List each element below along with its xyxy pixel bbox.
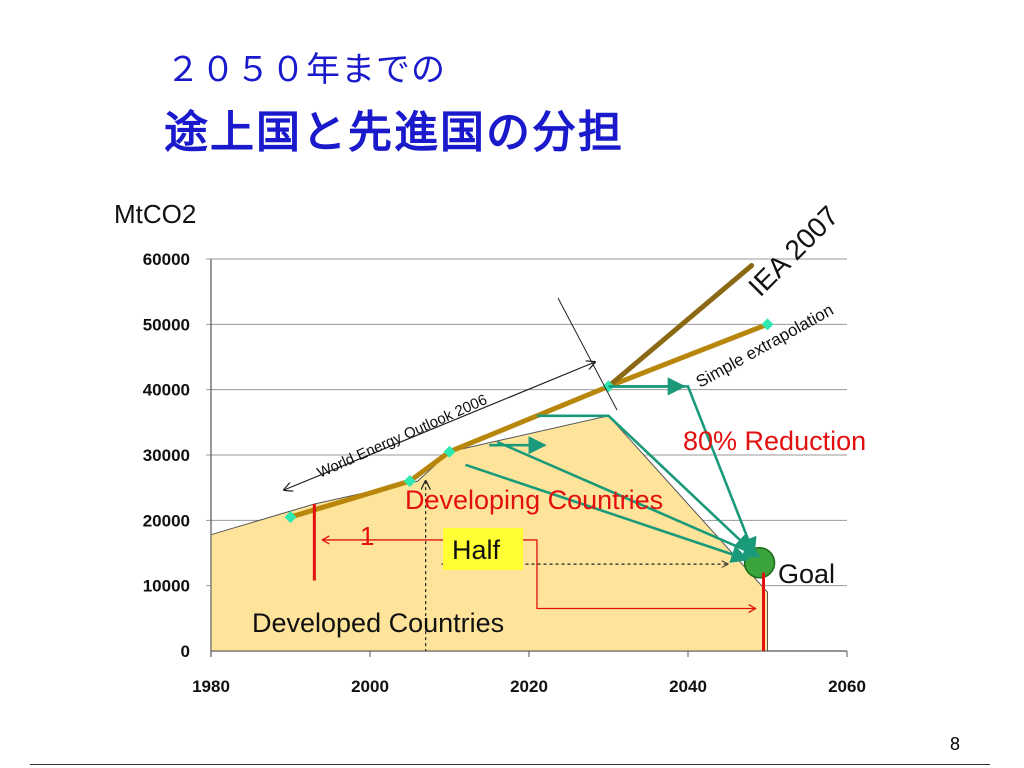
- x-tick-label: 2060: [828, 677, 866, 696]
- ratio-one-label: 1: [360, 521, 374, 551]
- data-marker: [284, 511, 297, 524]
- x-tick-label: 2040: [669, 677, 707, 696]
- y-tick-label: 40000: [143, 381, 190, 400]
- red-bracket-arrowhead: [320, 535, 330, 545]
- half-highlight: [443, 528, 523, 570]
- y-tick-label: 30000: [143, 446, 190, 465]
- footer-rule: [30, 764, 990, 765]
- y-tick-label: 50000: [143, 315, 190, 334]
- developing-countries-label: Developing Countries: [405, 485, 663, 515]
- goal-label: Goal: [778, 559, 835, 589]
- x-tick-label: 1980: [192, 677, 230, 696]
- weo-pointer-line: [557, 297, 618, 411]
- slide-title-line2: 途上国と先進国の分担: [164, 107, 624, 158]
- weo-span-arrow: [284, 362, 595, 490]
- y-tick-label: 0: [181, 642, 190, 661]
- x-tick-label: 2000: [351, 677, 389, 696]
- x-tick-label: 2020: [510, 677, 548, 696]
- y-tick-label: 20000: [143, 511, 190, 530]
- line-series-3: [606, 263, 755, 389]
- red-bracket-arrowhead: [748, 603, 757, 614]
- reduction-label: 80% Reduction: [683, 426, 866, 456]
- slide-title-line1: ２０５０年までの: [166, 50, 446, 90]
- page-number: 8: [950, 734, 961, 754]
- half-label: Half: [452, 535, 501, 565]
- y-tick-label: 60000: [143, 250, 190, 269]
- developed-countries-label: Developed Countries: [252, 608, 504, 638]
- data-marker: [761, 318, 774, 331]
- y-tick-label: 10000: [143, 577, 190, 596]
- y-axis-label: MtCO2: [114, 199, 196, 229]
- red-bracket: [322, 539, 756, 610]
- iea-2007-label: IEA 2007: [742, 200, 844, 302]
